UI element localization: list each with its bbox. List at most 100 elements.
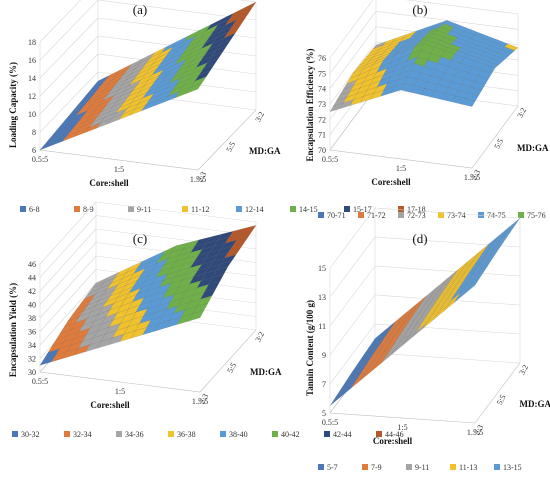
gridline-back <box>374 265 521 277</box>
legend-swatch <box>128 206 134 212</box>
gridline-left <box>39 255 97 319</box>
x-axis-title: Core:shell <box>89 178 129 188</box>
x-tick-label: 0.5:5 <box>322 155 338 164</box>
z-axis-title: Encapsulation Efficiency (%) <box>305 48 315 161</box>
surface <box>39 225 257 366</box>
x-tick-label: 1:5 <box>115 387 125 396</box>
z-tick-label: 14 <box>28 74 36 83</box>
z-tick-label: 70 <box>318 146 326 155</box>
surface <box>329 20 519 112</box>
surface <box>329 217 521 406</box>
legend-label: 17-18 <box>407 205 426 214</box>
legend-label: 7-9 <box>371 463 382 472</box>
gridline-left <box>39 53 99 115</box>
legend-swatch <box>116 431 122 437</box>
z-tick-label: 75 <box>318 69 326 78</box>
gridline-left <box>39 201 97 265</box>
y-tick-label: 3:2 <box>253 330 266 343</box>
z-axis-title: Encapsulation Yield (%) <box>8 283 18 377</box>
chart-panel-4: 5 7 9 11 13 15 0.5:5 1:5 1.5:52:3 5:5 3:2 Core:shel… <box>305 207 550 472</box>
legend-swatch <box>450 464 456 470</box>
legend-label: 12-14 <box>245 205 264 214</box>
z-tick-label: 32 <box>28 355 36 364</box>
x-axis-title: Core:shell <box>371 177 411 187</box>
legend-label: 14-15 <box>299 205 318 214</box>
surface-cell <box>461 98 476 107</box>
legend-swatch <box>168 431 174 437</box>
x-tick-label: 1.5:5 <box>192 397 208 406</box>
legend-swatch <box>272 431 278 437</box>
gridline-left <box>39 0 99 61</box>
legend-label: 11-13 <box>459 463 477 472</box>
legend: 70-71 71-72 72-73 73-74 74-75 75-76 <box>318 211 546 220</box>
gridline-back <box>405 0 519 15</box>
gridline-back <box>237 0 257 3</box>
legend: 30-32 32-34 34-36 36-38 38-40 40-42 42-44 44-46 <box>12 430 404 439</box>
x-tick-label: 0.5:5 <box>322 418 338 427</box>
legend-swatch <box>12 431 18 437</box>
z-tick-label: 36 <box>28 328 36 337</box>
surface-cell <box>483 250 498 265</box>
chart-panel-2: 70 71 72 73 74 75 76 0.5:5 1:5 1.5:52:3 5:5 3:2 Core… <box>305 0 549 220</box>
legend-label: 75-76 <box>527 211 546 220</box>
gridline-left <box>329 11 377 74</box>
z-tick-label: 73 <box>318 100 326 109</box>
surface-cell <box>186 82 203 94</box>
legend-swatch <box>398 206 404 212</box>
legend-label: 11-12 <box>191 205 209 214</box>
gridline-back <box>374 207 521 219</box>
surface <box>39 1 257 151</box>
z-tick-label: 12 <box>28 92 36 101</box>
legend-label: 71-72 <box>367 211 386 220</box>
legend-label: 8-9 <box>83 205 94 214</box>
surface-cell <box>188 310 205 322</box>
y-tick-label: 5:5 <box>225 361 238 374</box>
legend-swatch <box>398 212 404 218</box>
y-tick-label: 3:2 <box>515 106 528 119</box>
x-tick-label: 1:5 <box>397 423 407 432</box>
legend-swatch <box>182 206 188 212</box>
legend-swatch <box>220 431 226 437</box>
gridline-left <box>39 269 97 332</box>
x-tick-label: 0.5:5 <box>32 155 48 164</box>
x-axis-title: Core:shell <box>373 436 413 446</box>
z-axis-title: Loading Capacity (%) <box>8 62 18 148</box>
z-tick-label: 30 <box>28 368 36 377</box>
legend-label: 40-42 <box>281 430 300 439</box>
z-tick-label: 44 <box>28 274 36 283</box>
surface-cell <box>487 58 502 66</box>
legend-swatch <box>74 206 80 212</box>
y-tick-label: 2:3 <box>197 392 210 405</box>
gridline-left <box>329 0 374 59</box>
z-tick-label: 72 <box>318 115 326 124</box>
y-tick-label: 5:5 <box>492 137 505 150</box>
z-tick-label: 13 <box>318 293 326 302</box>
y-tick-label: 3:2 <box>517 363 530 376</box>
legend-label: 32-34 <box>73 430 92 439</box>
legend-label: 34-36 <box>125 430 144 439</box>
gridline-left <box>329 323 376 385</box>
x-tick-label: 1:5 <box>396 164 406 173</box>
gridline-left <box>329 294 376 356</box>
z-tick-label: 15 <box>318 264 326 273</box>
x-tick-label: 1.5:5 <box>467 428 483 437</box>
z-tick-label: 16 <box>28 56 36 65</box>
legend-swatch <box>318 464 324 470</box>
z-tick-label: 34 <box>28 341 36 350</box>
surface-cell <box>194 70 211 82</box>
gridline-left <box>329 236 376 298</box>
y-axis-title: MD:GA <box>520 399 550 409</box>
surface-cell <box>490 241 505 255</box>
legend-swatch <box>236 206 242 212</box>
legend-label: 73-74 <box>447 211 466 220</box>
panel-label: (a) <box>133 2 147 17</box>
z-tick-label: 42 <box>28 287 36 296</box>
y-tick-label: 2:3 <box>472 423 485 436</box>
legend-label: 44-46 <box>385 430 404 439</box>
legend-swatch <box>344 206 350 212</box>
surface-cell <box>464 280 479 294</box>
legend-swatch <box>318 212 324 218</box>
z-tick-label: 71 <box>318 131 326 140</box>
surface-cell <box>503 222 517 237</box>
